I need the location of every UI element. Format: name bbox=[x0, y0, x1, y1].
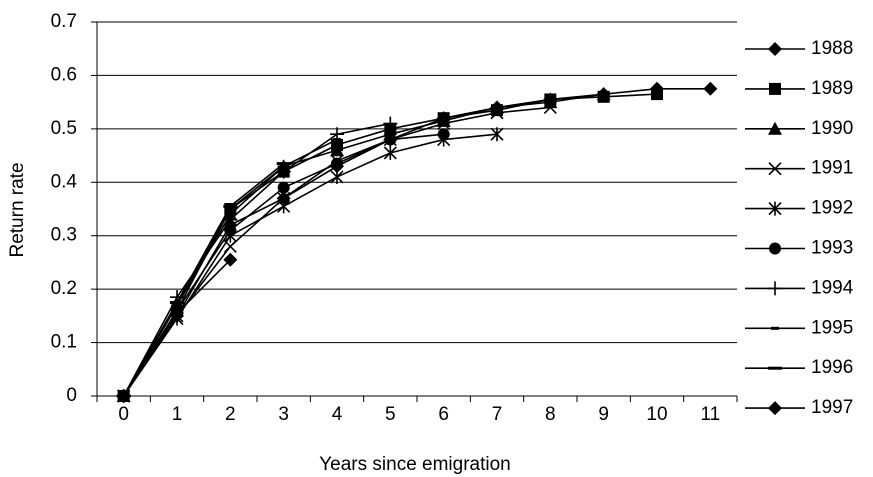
point-marker bbox=[437, 116, 451, 131]
point-marker bbox=[224, 224, 237, 237]
legend-label: 1994 bbox=[811, 277, 854, 298]
point-marker bbox=[437, 128, 450, 141]
x-tick-label: 8 bbox=[545, 404, 556, 425]
point-marker bbox=[330, 169, 344, 184]
series-line bbox=[122, 93, 604, 397]
series-line bbox=[122, 259, 231, 397]
y-tick-label: 0.5 bbox=[51, 118, 77, 139]
legend-marker bbox=[768, 366, 782, 370]
legend-label: 1996 bbox=[811, 357, 853, 378]
point-marker bbox=[596, 87, 611, 101]
legend-label: 1992 bbox=[811, 198, 853, 219]
x-tick-label: 10 bbox=[646, 404, 667, 425]
y-tick-label: 0 bbox=[66, 385, 77, 406]
y-tick-label: 0.1 bbox=[51, 332, 77, 353]
point-marker bbox=[651, 88, 663, 101]
x-tick-label: 6 bbox=[438, 404, 449, 425]
point-marker bbox=[170, 306, 184, 321]
point-marker bbox=[490, 127, 504, 142]
legend-marker bbox=[771, 326, 779, 330]
series-line bbox=[123, 133, 498, 397]
point-marker bbox=[543, 100, 557, 115]
point-marker bbox=[383, 116, 398, 131]
x-tick-label: 7 bbox=[492, 404, 503, 425]
legend-label: 1989 bbox=[811, 78, 853, 99]
legend-label: 1997 bbox=[811, 397, 853, 418]
legend-label: 1995 bbox=[811, 317, 853, 338]
legend-marker bbox=[769, 82, 781, 95]
legend-marker bbox=[768, 281, 782, 296]
x-axis-label: Years since emigration bbox=[319, 454, 511, 475]
y-tick-label: 0.4 bbox=[51, 171, 78, 192]
x-tick-label: 0 bbox=[118, 404, 129, 425]
x-tick-label: 3 bbox=[278, 404, 289, 425]
point-marker bbox=[384, 133, 397, 146]
point-marker bbox=[173, 303, 181, 307]
y-tick-label: 0.6 bbox=[51, 64, 77, 85]
point-marker bbox=[223, 212, 238, 227]
point-marker bbox=[116, 389, 131, 403]
legend-marker bbox=[768, 401, 782, 416]
legend-label: 1990 bbox=[811, 118, 853, 139]
point-marker bbox=[223, 252, 238, 267]
x-tick-label: 11 bbox=[700, 404, 720, 425]
x-tick-label: 1 bbox=[172, 404, 183, 425]
legend-label: 1993 bbox=[811, 238, 853, 259]
legend-marker bbox=[768, 121, 782, 135]
point-marker bbox=[333, 138, 341, 142]
legend-label: 1988 bbox=[811, 38, 853, 59]
point-marker bbox=[330, 143, 344, 157]
legend-marker bbox=[769, 242, 781, 255]
point-marker bbox=[703, 81, 718, 96]
y-tick-label: 0.7 bbox=[51, 11, 77, 32]
point-marker bbox=[331, 157, 343, 170]
point-marker bbox=[170, 301, 184, 304]
point-marker bbox=[277, 181, 290, 194]
series-line bbox=[122, 122, 391, 397]
series-line bbox=[123, 87, 711, 397]
y-tick-label: 0.2 bbox=[51, 278, 77, 299]
legend-marker bbox=[768, 42, 782, 56]
legend-label: 1991 bbox=[811, 158, 853, 179]
x-tick-label: 2 bbox=[225, 404, 236, 425]
y-axis-label: Return rate bbox=[7, 162, 28, 257]
point-marker bbox=[277, 199, 291, 214]
point-marker bbox=[490, 106, 504, 120]
x-tick-label: 5 bbox=[385, 404, 396, 425]
point-marker bbox=[383, 145, 397, 160]
x-tick-label: 4 bbox=[332, 404, 343, 425]
legend-marker bbox=[768, 162, 782, 176]
legend-marker bbox=[768, 201, 782, 216]
y-tick-label: 0.3 bbox=[51, 225, 77, 246]
point-marker bbox=[276, 162, 291, 166]
x-tick-label: 9 bbox=[598, 404, 609, 425]
point-marker bbox=[279, 164, 288, 168]
series-line bbox=[122, 162, 285, 397]
point-marker bbox=[226, 207, 235, 211]
point-marker bbox=[223, 204, 238, 208]
